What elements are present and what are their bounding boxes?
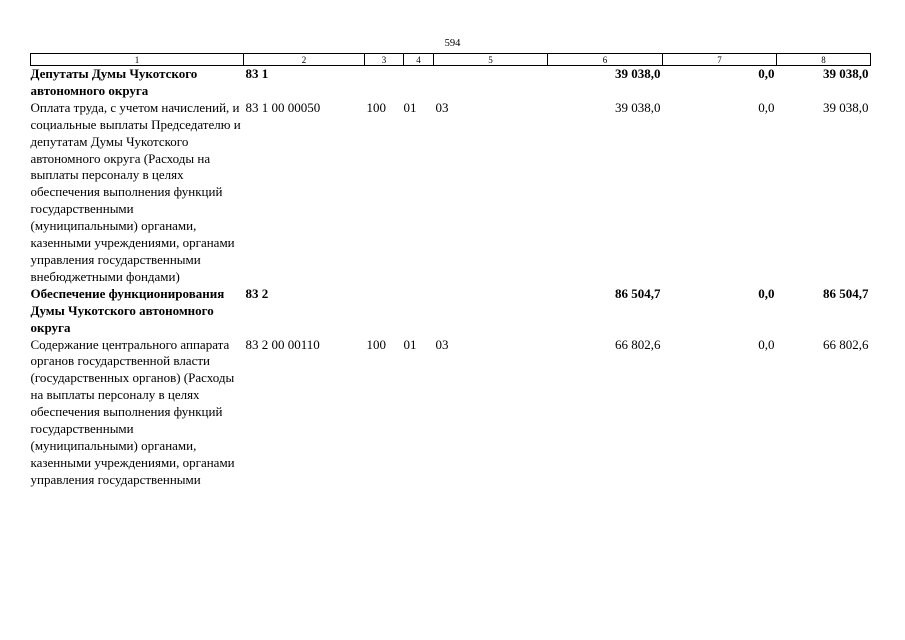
row-change: 0,0	[758, 66, 775, 81]
column-header-6: 6	[547, 53, 663, 66]
row-subsection: 03	[435, 99, 449, 115]
row-expense-type	[365, 66, 404, 100]
table-row: Содержание центрального аппарата органов…	[31, 337, 871, 489]
row-change: 0,0	[758, 285, 775, 301]
row-name: Обеспечение функционирования Думы Чукотс…	[30, 285, 225, 335]
row-subsection: 03	[435, 336, 449, 352]
row-subsection	[434, 66, 548, 100]
table-row: Обеспечение функционирования Думы Чукотс…	[31, 286, 871, 337]
column-header-3: 3	[364, 53, 404, 66]
row-amount: 39 038,0	[615, 66, 661, 81]
column-header-5: 5	[433, 53, 548, 66]
row-total: 39 038,0	[823, 99, 869, 115]
row-subsection	[434, 286, 548, 337]
row-total: 39 038,0	[823, 66, 869, 81]
table-row: Оплата труда, с учетом начислений, и соц…	[31, 100, 871, 286]
row-change: 0,0	[758, 99, 775, 115]
row-target-code: 83 1	[245, 66, 269, 81]
column-number-header: 1 2 3 4 5 6 7 8	[30, 53, 871, 66]
row-change: 0,0	[758, 336, 775, 352]
row-target-code: 83 1 00 00050	[245, 99, 321, 115]
row-amount: 86 504,7	[615, 285, 661, 301]
row-target-code: 83 2	[245, 285, 269, 301]
column-header-1: 1	[30, 53, 244, 66]
row-expense-type: 100	[366, 99, 387, 115]
row-target-code: 83 2 00 00110	[245, 336, 320, 352]
column-header-8: 8	[776, 53, 871, 66]
row-expense-type	[365, 286, 404, 337]
budget-table: 1 2 3 4 5 6 7 8 Депутаты Думы Чукотского…	[30, 53, 871, 489]
row-name: Содержание центрального аппарата органов…	[30, 336, 235, 487]
row-section: 01	[403, 336, 417, 352]
row-total: 86 504,7	[823, 285, 869, 301]
row-amount: 66 802,6	[615, 336, 661, 352]
column-header-2: 2	[243, 53, 365, 66]
row-section	[404, 66, 434, 100]
column-header-4: 4	[403, 53, 434, 66]
row-section: 01	[403, 99, 417, 115]
table-row: Депутаты Думы Чукотского автономного окр…	[31, 66, 871, 100]
row-name: Оплата труда, с учетом начислений, и соц…	[30, 99, 241, 284]
row-expense-type: 100	[366, 336, 387, 352]
row-amount: 39 038,0	[615, 99, 661, 115]
row-name: Депутаты Думы Чукотского автономного окр…	[30, 66, 198, 98]
column-header-7: 7	[662, 53, 777, 66]
row-section	[404, 286, 434, 337]
page-number: 594	[444, 38, 461, 49]
row-total: 66 802,6	[823, 336, 869, 352]
